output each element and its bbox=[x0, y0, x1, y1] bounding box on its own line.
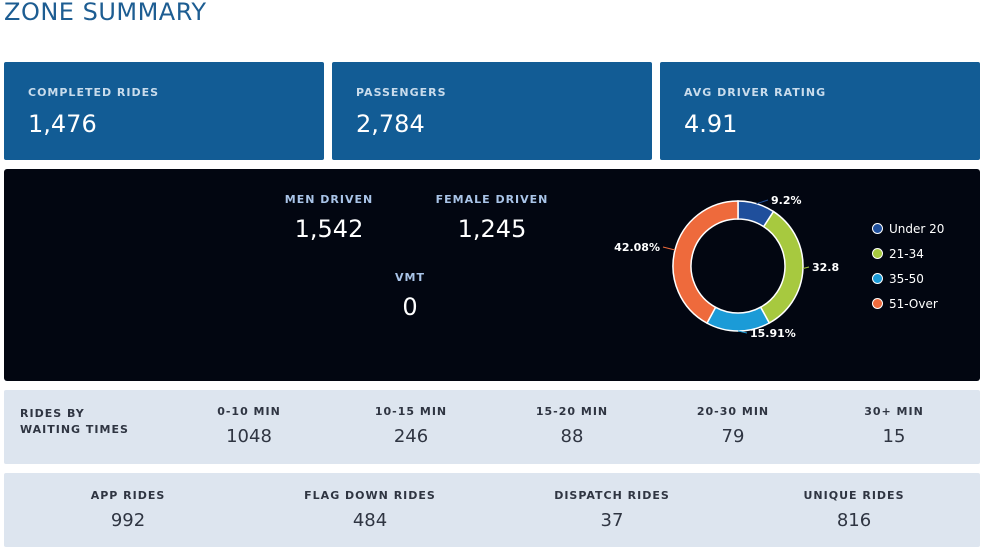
kpi-value: 4.91 bbox=[684, 110, 738, 138]
donut-leader-line bbox=[738, 330, 748, 334]
legend-label: 51-Over bbox=[889, 297, 938, 311]
female-driven-value: 1,245 bbox=[457, 215, 527, 243]
kpi-label: AVG DRIVER RATING bbox=[684, 86, 827, 99]
legend-dot bbox=[872, 298, 883, 309]
kpi-completed-rides: COMPLETED RIDES 1,476 bbox=[4, 62, 324, 160]
bucket-label: 15-20 MIN bbox=[535, 405, 609, 418]
driver-demographics-panel: MEN DRIVEN 1,542 FEMALE DRIVEN 1,245 VMT… bbox=[4, 169, 980, 381]
legend-dot bbox=[872, 223, 883, 234]
donut-data-label: 15.91% bbox=[750, 327, 796, 340]
ride-type-label: DISPATCH RIDES bbox=[554, 489, 670, 502]
ride-type-label: UNIQUE RIDES bbox=[803, 489, 905, 502]
ride-type-label: FLAG DOWN RIDES bbox=[304, 489, 436, 502]
kpi-value: 1,476 bbox=[28, 110, 97, 138]
wait-bucket-15-20: 15-20 MIN 88 bbox=[536, 405, 608, 447]
ride-type-label: APP RIDES bbox=[90, 489, 166, 502]
app-rides: APP RIDES 992 bbox=[91, 489, 166, 531]
vmt-stat: VMT 0 bbox=[370, 271, 450, 321]
legend-51-over: 51-Over bbox=[872, 297, 938, 311]
dispatch-rides: DISPATCH RIDES 37 bbox=[554, 489, 670, 531]
ride-type-value: 37 bbox=[600, 510, 624, 531]
vmt-label: VMT bbox=[395, 271, 425, 284]
legend-label: Under 20 bbox=[889, 222, 945, 236]
bucket-value: 15 bbox=[882, 426, 906, 447]
kpi-label: COMPLETED RIDES bbox=[28, 86, 160, 99]
wait-bucket-30-plus: 30+ MIN 15 bbox=[864, 405, 924, 447]
legend-label: 35-50 bbox=[889, 272, 924, 286]
men-driven-label: MEN DRIVEN bbox=[284, 193, 374, 206]
donut-leader-line bbox=[662, 246, 676, 251]
legend-35-50: 35-50 bbox=[872, 272, 924, 286]
donut-leader-line bbox=[802, 266, 810, 269]
bucket-label: 30+ MIN bbox=[864, 405, 924, 418]
legend-21-34: 21-34 bbox=[872, 247, 924, 261]
ride-type-value: 484 bbox=[352, 510, 388, 531]
female-driven-label: FEMALE DRIVEN bbox=[435, 193, 549, 206]
flag-down-rides: FLAG DOWN RIDES 484 bbox=[304, 489, 436, 531]
vmt-value: 0 bbox=[402, 293, 418, 321]
legend-dot bbox=[872, 248, 883, 259]
donut-slice-21-34 bbox=[759, 210, 804, 324]
page-title: ZONE SUMMARY bbox=[4, 0, 207, 26]
age-donut-chart: 9.2% 32.81% 15.91% 42.08% bbox=[614, 194, 840, 340]
donut-data-label: 32.81% bbox=[812, 261, 840, 274]
bucket-label: 0-10 MIN bbox=[217, 405, 281, 418]
ride-types-band: APP RIDES 992 FLAG DOWN RIDES 484 DISPAT… bbox=[4, 473, 980, 547]
kpi-label: PASSENGERS bbox=[356, 86, 447, 99]
kpi-passengers: PASSENGERS 2,784 bbox=[332, 62, 652, 160]
men-driven-value: 1,542 bbox=[294, 215, 364, 243]
kpi-avg-driver-rating: AVG DRIVER RATING 4.91 bbox=[660, 62, 980, 160]
legend-under-20: Under 20 bbox=[872, 222, 944, 236]
wait-bucket-10-15: 10-15 MIN 246 bbox=[375, 405, 447, 447]
unique-rides: UNIQUE RIDES 816 bbox=[804, 489, 905, 531]
legend-dot bbox=[872, 273, 883, 284]
wait-bucket-20-30: 20-30 MIN 79 bbox=[697, 405, 769, 447]
bucket-label: 10-15 MIN bbox=[374, 405, 448, 418]
bucket-label: 20-30 MIN bbox=[696, 405, 770, 418]
ride-type-value: 816 bbox=[836, 510, 872, 531]
bucket-value: 79 bbox=[721, 426, 745, 447]
bucket-value: 1048 bbox=[226, 426, 272, 447]
waiting-times-label: RIDES BY WAITING TIMES bbox=[20, 407, 129, 436]
donut-slice-51-over bbox=[672, 200, 739, 325]
men-driven-stat: MEN DRIVEN 1,542 bbox=[274, 193, 384, 243]
donut-leader-line bbox=[756, 199, 769, 205]
wait-bucket-0-10: 0-10 MIN 1048 bbox=[217, 405, 281, 447]
kpi-value: 2,784 bbox=[356, 110, 425, 138]
bucket-value: 88 bbox=[560, 426, 584, 447]
bucket-value: 246 bbox=[393, 426, 429, 447]
donut-data-label: 42.08% bbox=[614, 241, 660, 254]
ride-type-value: 992 bbox=[110, 510, 146, 531]
female-driven-stat: FEMALE DRIVEN 1,245 bbox=[427, 193, 557, 243]
donut-data-label: 9.2% bbox=[771, 194, 802, 207]
legend-label: 21-34 bbox=[889, 247, 924, 261]
waiting-times-band: RIDES BY WAITING TIMES 0-10 MIN 1048 10-… bbox=[4, 390, 980, 464]
